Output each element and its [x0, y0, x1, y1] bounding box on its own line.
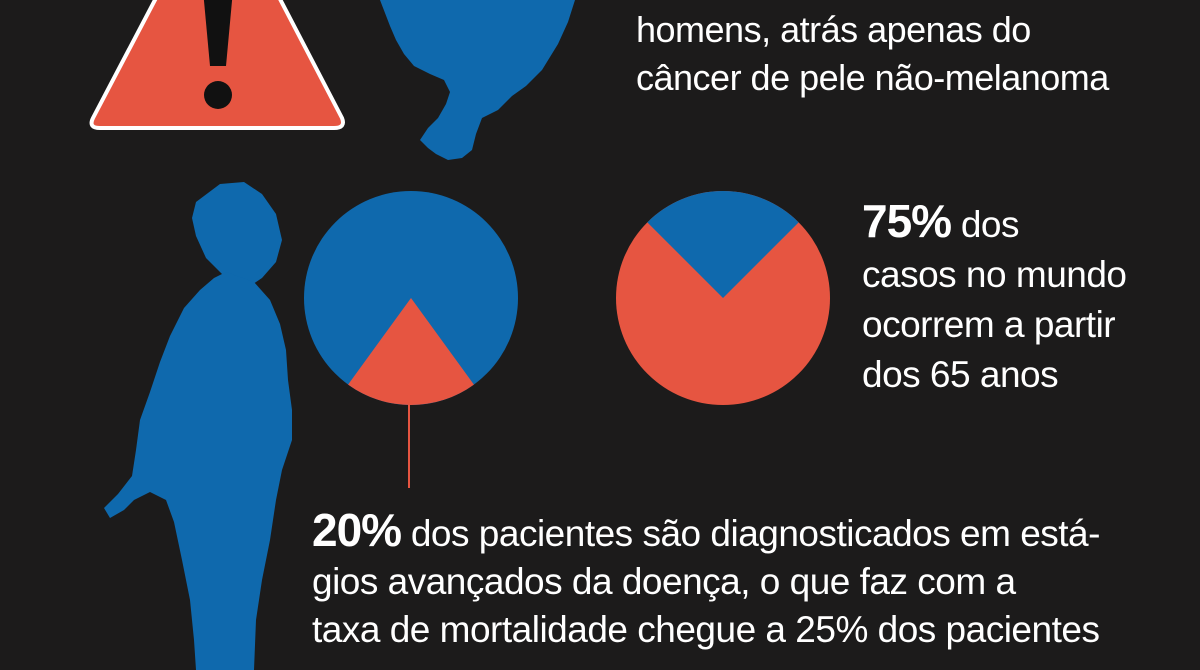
brazil-map-icon — [380, 0, 575, 160]
stat-75-line-1: 75% dos — [862, 196, 1127, 250]
top-text-line-1: homens, atrás apenas do — [636, 9, 1031, 50]
exclamation-dot — [204, 81, 232, 109]
pie-chart-20 — [304, 191, 518, 406]
stat-20-value: 20% — [312, 504, 402, 556]
stat-20-line-1-rest: dos pacientes são diagnosticados em está… — [401, 513, 1101, 554]
man-silhouette-icon — [104, 182, 292, 670]
top-text-line-2: câncer de pele não-melanoma — [636, 57, 1109, 98]
warning-triangle-icon — [89, 0, 345, 130]
stat-20-line-2: gios avançados da doença, o que faz com … — [312, 561, 1016, 602]
stat-75-text: 75% dos casos no mundo ocorrem a partir … — [862, 196, 1127, 400]
stat-75-line-2: casos no mundo — [862, 254, 1127, 295]
pie-chart-75 — [616, 191, 830, 405]
stat-75-line-1-rest: dos — [951, 204, 1020, 245]
pie-1-slice-25 — [647, 191, 799, 298]
stat-20-line-3: taxa de mortalidade chegue a 25% dos pac… — [312, 609, 1100, 650]
stat-20-text: 20% dos pacientes são diagnosticados em … — [312, 506, 1100, 654]
exclamation-bar — [203, 0, 233, 66]
stat-75-line-4: dos 65 anos — [862, 354, 1059, 395]
stat-75-value: 75% — [862, 195, 952, 247]
stat-75-line-3: ocorrem a partir — [862, 304, 1116, 345]
stat-20-line-1: 20% dos pacientes são diagnosticados em … — [312, 506, 1100, 558]
top-text: homens, atrás apenas do câncer de pele n… — [636, 6, 1109, 102]
pie-0-slice-20 — [348, 298, 474, 406]
